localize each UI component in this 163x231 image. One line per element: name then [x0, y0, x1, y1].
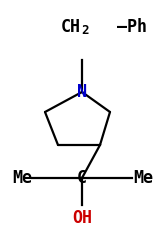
Text: Me: Me — [12, 169, 32, 187]
Text: C: C — [77, 169, 87, 187]
Text: N: N — [77, 83, 87, 101]
Text: 2: 2 — [81, 24, 89, 36]
Text: Me: Me — [133, 169, 153, 187]
Text: OH: OH — [72, 209, 92, 227]
Text: —Ph: —Ph — [117, 18, 147, 36]
Text: CH: CH — [61, 18, 81, 36]
